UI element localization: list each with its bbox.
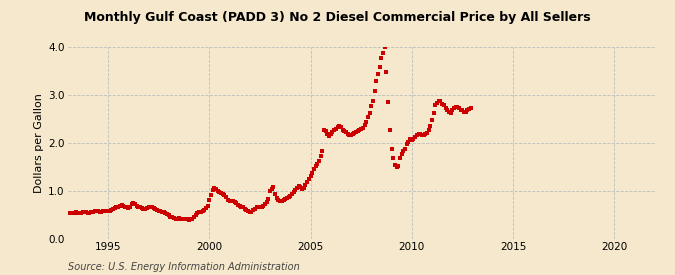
Y-axis label: Dollars per Gallon: Dollars per Gallon: [34, 93, 44, 193]
Text: Monthly Gulf Coast (PADD 3) No 2 Diesel Commercial Price by All Sellers: Monthly Gulf Coast (PADD 3) No 2 Diesel …: [84, 11, 591, 24]
Text: Source: U.S. Energy Information Administration: Source: U.S. Energy Information Administ…: [68, 262, 299, 272]
